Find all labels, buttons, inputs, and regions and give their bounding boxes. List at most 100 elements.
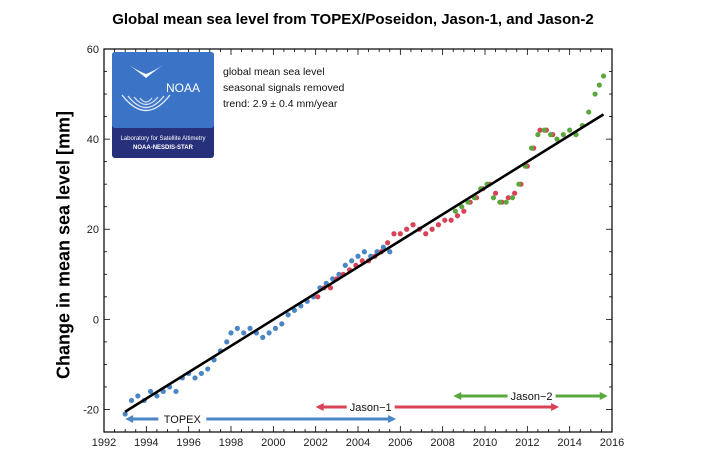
gull-icon (129, 65, 163, 78)
arrow-left-icon (315, 403, 324, 411)
mission-label-bg (507, 389, 556, 402)
arrow-left-icon (125, 415, 134, 423)
x-tick-label: 2012 (515, 437, 539, 449)
data-point (342, 262, 348, 268)
data-point (241, 330, 247, 336)
annotation-line-1: global mean sea level (223, 66, 325, 78)
data-point (266, 330, 272, 336)
data-point (315, 294, 321, 300)
data-point (596, 82, 602, 88)
mission-label: Jason−1 (350, 402, 392, 414)
data-point (541, 127, 547, 133)
x-tick-label: 2002 (303, 437, 327, 449)
annotation-line-2: seasonal signals removed (223, 82, 345, 94)
data-point (173, 388, 179, 395)
annotation-line-3: trend: 2.9 ± 0.4 mm/year (223, 98, 338, 110)
mission-label-bg (346, 400, 395, 413)
data-point (442, 217, 448, 223)
x-tick-label: 2014 (557, 437, 581, 449)
data-point (336, 271, 342, 277)
mission-label: TOPEX (164, 414, 202, 426)
data-point (503, 199, 509, 205)
data-point (516, 181, 522, 187)
data-point (600, 73, 607, 79)
data-point (592, 91, 598, 97)
noaa-logo: NOAA Laboratory for Satellite Altimetry … (112, 52, 214, 158)
data-point (391, 231, 397, 237)
data-point (497, 199, 503, 205)
data-point (349, 258, 355, 264)
arrow-right-icon (599, 392, 608, 400)
x-tick-label: 1994 (134, 437, 158, 449)
x-tick-label: 2006 (388, 437, 412, 449)
data-point (554, 136, 560, 142)
data-point (465, 199, 471, 205)
data-point (387, 249, 393, 255)
chart-title: Global mean sea level from TOPEX/Poseido… (112, 11, 594, 28)
data-point (385, 240, 391, 246)
x-tick-label: 2010 (473, 437, 497, 449)
data-point (548, 132, 554, 138)
data-point (361, 249, 367, 255)
data-point (291, 307, 298, 313)
data-point (198, 370, 204, 377)
arrow-right-icon (551, 403, 560, 411)
data-point (410, 222, 416, 228)
x-tick-label: 2016 (600, 437, 624, 449)
data-point (435, 222, 442, 228)
data-point (429, 226, 435, 232)
data-point (528, 145, 535, 151)
data-point (404, 226, 410, 232)
y-tick-label: 60 (87, 44, 99, 56)
wave-arc-icon (133, 96, 159, 106)
data-point (135, 393, 141, 399)
data-point (279, 321, 285, 327)
data-point (380, 244, 386, 250)
data-point (586, 109, 592, 115)
data-point (228, 330, 234, 336)
data-point (192, 375, 198, 381)
y-tick-label: 40 (87, 134, 99, 146)
x-tick-label: 1996 (176, 437, 200, 449)
data-point (509, 195, 516, 201)
mission-arrow: Jason−1 (315, 400, 560, 414)
x-tick-label: 1998 (219, 437, 243, 449)
data-point (512, 190, 518, 196)
data-point (330, 276, 336, 282)
arrow-left-icon (453, 392, 462, 400)
data-point (397, 231, 403, 237)
x-tick-label: 2008 (430, 437, 454, 449)
data-point (505, 195, 511, 201)
x-tick-label: 2004 (346, 437, 370, 449)
data-point (122, 411, 128, 417)
series-jason-1 (315, 127, 556, 300)
wave-arc-icon (127, 95, 165, 109)
data-point (490, 195, 497, 201)
data-point (492, 190, 499, 196)
x-tick-label: 2000 (261, 437, 285, 449)
arrow-right-icon (388, 415, 397, 423)
data-point (423, 231, 429, 237)
data-point (567, 127, 573, 133)
data-point (128, 397, 135, 404)
y-tick-label: -20 (83, 404, 99, 416)
data-point (205, 366, 211, 372)
data-point (535, 132, 541, 138)
data-point (285, 312, 291, 318)
data-point (355, 253, 361, 259)
data-point (147, 388, 154, 395)
trend-line (124, 113, 605, 413)
data-point (234, 325, 240, 331)
data-point (560, 132, 566, 138)
mission-arrow: TOPEX (125, 412, 397, 426)
series-topex (122, 244, 393, 417)
wave-arc-icon (139, 97, 153, 103)
data-point (461, 208, 467, 214)
data-point (537, 127, 543, 133)
mission-label-bg (158, 412, 207, 425)
wave-arc-icon (121, 94, 171, 112)
data-point (260, 334, 266, 340)
data-point (448, 217, 454, 223)
data-point (272, 325, 279, 331)
